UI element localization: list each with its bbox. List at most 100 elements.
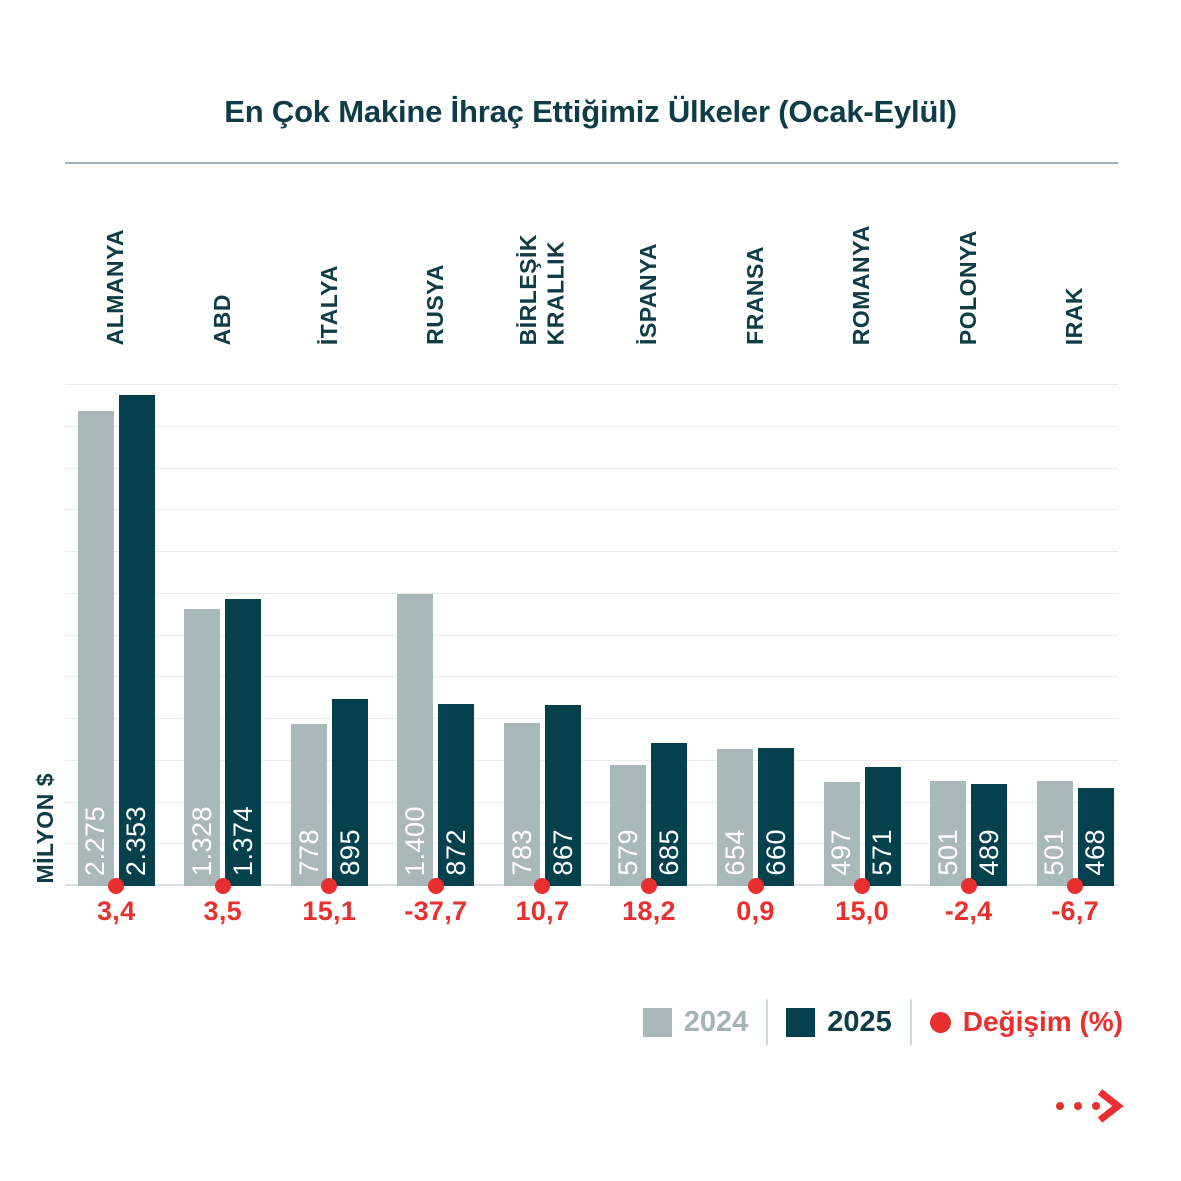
- legend-divider: [766, 999, 769, 1045]
- bar-value-wrap: 571: [865, 829, 901, 876]
- logo: ★ ★ TÜRKİYE'NİN MAKİNECİLERİ "Dünya Bizi…: [0, 1035, 340, 1165]
- title-divider: [65, 162, 1118, 164]
- bar-value-2025: 489: [973, 829, 1004, 876]
- bar-value-wrap: 867: [545, 829, 581, 876]
- gridline: [65, 551, 1118, 552]
- bar-value-wrap: 872: [438, 829, 474, 876]
- category-label: POLONYA: [954, 229, 981, 345]
- arrow-dot-icon: [1074, 1102, 1082, 1110]
- bar-2025-1: [118, 394, 155, 886]
- bar-value-wrap: 778: [291, 829, 327, 876]
- change-dot: [960, 878, 977, 894]
- category-label-wrap: ALMANYA: [56, 229, 176, 345]
- bar-value-2024: 2.275: [80, 805, 111, 876]
- bar-value-2024: 497: [826, 829, 857, 876]
- category-label-wrap: FRANSA: [696, 246, 816, 345]
- change-dot: [427, 878, 444, 894]
- bar-value-wrap: 654: [717, 829, 753, 876]
- bar-2024-6: [610, 765, 647, 886]
- change-dot: [321, 878, 338, 894]
- bar-value-2024: 501: [932, 829, 963, 876]
- category-label-wrap: İSPANYA: [589, 243, 709, 345]
- bar-2025-6: [651, 743, 688, 886]
- category-label-wrap: RUSYA: [376, 264, 496, 345]
- bar-value-2025: 685: [654, 829, 685, 876]
- category-label: İSPANYA: [635, 243, 662, 345]
- bar-value-wrap: 2.353: [119, 806, 155, 876]
- chart-title: En Çok Makine İhraç Ettiğimiz Ülkeler (O…: [224, 94, 957, 129]
- bar-value-wrap: 895: [332, 829, 368, 876]
- gridline: [65, 592, 1118, 594]
- bar-2025-8: [864, 766, 901, 886]
- bar-value-wrap: 501: [930, 829, 966, 876]
- gridline: [65, 634, 1118, 636]
- bar-value-2025: 2.353: [121, 805, 152, 876]
- category-label: ROMANYA: [848, 224, 875, 345]
- bar-value-wrap: 660: [758, 829, 794, 876]
- bar-value-2025: 872: [441, 829, 472, 876]
- category-label-wrap: ABD: [163, 294, 283, 345]
- legend: 2024 2025 Değişim (%): [642, 998, 1123, 1046]
- change-dot: [534, 878, 551, 894]
- legend-item-2024: 2024: [642, 1005, 749, 1039]
- change-value: 15,0: [835, 896, 889, 926]
- legend-label-2024: 2024: [683, 1005, 749, 1038]
- category-label: FRANSA: [741, 246, 768, 345]
- bar-value-2025: 1.374: [228, 805, 259, 876]
- arrow-dot-icon: [1092, 1102, 1100, 1110]
- legend-swatch-2025: [786, 1007, 816, 1037]
- chevron-right-icon: [1097, 1089, 1124, 1123]
- bar-value-wrap: 1.374: [225, 806, 261, 876]
- bar-value-2024: 778: [293, 829, 324, 876]
- bar-2025-7: [758, 748, 794, 886]
- bar-2025-10: [1077, 788, 1114, 886]
- category-label: İTALYA: [315, 264, 342, 345]
- gridline: [65, 843, 1118, 845]
- gridline: [65, 425, 1118, 427]
- category-label: IRAK: [1061, 286, 1088, 345]
- gridline: [65, 884, 1118, 886]
- bar-2024-7: [717, 749, 753, 886]
- change-dot: [1067, 878, 1084, 894]
- legend-label-2025: 2025: [827, 1005, 892, 1038]
- change-dot: [640, 878, 657, 894]
- legend-item-change: Değişim (%): [929, 1006, 1123, 1038]
- change-dot: [214, 878, 231, 894]
- change-value: -6,7: [1051, 896, 1099, 926]
- change-value: 10,7: [515, 896, 570, 926]
- y-axis-label: MİLYON $: [31, 773, 58, 884]
- bar-value-2025: 895: [334, 829, 365, 876]
- bar-value-wrap: 1.328: [184, 806, 220, 876]
- y-axis-label-wrap: MİLYON $: [28, 773, 62, 884]
- bar-value-2024: 579: [613, 829, 644, 876]
- change-value: 3,4: [96, 896, 136, 926]
- category-label: ABD: [208, 293, 235, 345]
- bar-2024-9: [930, 781, 967, 886]
- bar-value-wrap: 579: [610, 829, 646, 876]
- bar-2024-3: [290, 723, 327, 886]
- bar-value-2025: 867: [547, 829, 578, 876]
- gridline: [65, 718, 1118, 719]
- gridline: [65, 759, 1118, 761]
- bar-chart: 2.275 2.353 3,4 ALMANYA 1.328 1.374 3,5 ABD 778 8…: [65, 225, 1118, 926]
- legend-swatch-2024: [642, 1007, 672, 1037]
- change-dot: [108, 878, 125, 894]
- bar-value-2024: 501: [1039, 829, 1070, 876]
- category-label-wrap: BİRLEŞİK KRALLIK: [482, 234, 602, 345]
- bar-2024-1: [77, 411, 114, 886]
- bar-2024-8: [823, 782, 860, 886]
- legend-divider: [909, 999, 912, 1045]
- bar-value-2024: 1.328: [187, 805, 218, 876]
- next-arrow[interactable]: [1048, 1086, 1128, 1126]
- bar-value-2025: 660: [760, 829, 791, 876]
- bar-2025-2: [225, 599, 262, 886]
- bar-2024-5: [503, 722, 540, 886]
- change-dot-icon: [929, 1011, 951, 1033]
- gridline: [65, 467, 1118, 469]
- change-dot: [747, 878, 764, 894]
- change-value: 15,1: [302, 896, 357, 926]
- change-value: -37,7: [404, 896, 468, 926]
- bar-value-wrap: 783: [504, 829, 540, 876]
- gridline: [65, 509, 1118, 511]
